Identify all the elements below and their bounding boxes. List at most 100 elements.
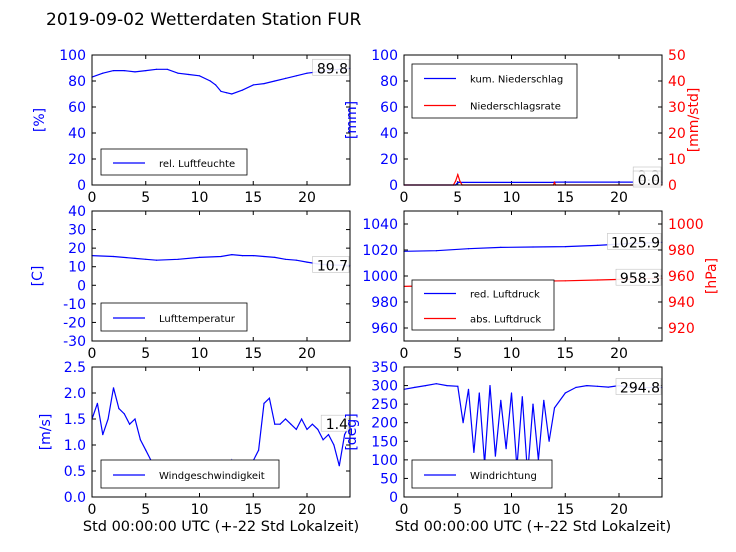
wind-direction-data-point — [478, 392, 480, 394]
precipitation-value-box — [632, 170, 662, 188]
temperature-data-point — [134, 257, 136, 259]
precipitation-ytick-label: 0 — [389, 178, 398, 194]
humidity-data-point — [252, 84, 254, 86]
humidity-xtick-label: 5 — [141, 190, 150, 206]
wind-speed-last-value-label: 1.4 — [326, 417, 348, 433]
wind-speed-ylabel: [m/s] — [38, 414, 54, 451]
temperature-xtick-label: 10 — [191, 346, 209, 362]
temperature-data-point — [231, 254, 233, 256]
precipitation-data-point — [553, 181, 556, 183]
wind-direction-data-point — [505, 448, 507, 450]
humidity-ytick-label: 100 — [59, 48, 86, 64]
wind-speed-data-point — [333, 444, 335, 446]
temperature-data-point — [155, 259, 158, 261]
humidity-data-point — [225, 92, 227, 94]
wind-direction-value-box — [615, 378, 662, 395]
wind-direction-xtick-label: 20 — [610, 502, 628, 518]
temperature-ylabel: [C] — [30, 266, 46, 287]
temperature-data-point — [198, 256, 201, 258]
wind-speed-ytick-label: 2.0 — [64, 386, 86, 402]
wind-speed-data-point — [96, 402, 98, 404]
precipitation-y2tick-label: 0 — [668, 178, 677, 194]
pressure-legend-label: abs. Luftdruck — [470, 315, 541, 326]
precipitation-data-point — [459, 180, 461, 182]
pressure-xtick-label: 0 — [400, 346, 409, 362]
wind-direction-ytick-label: 200 — [371, 416, 398, 432]
pressure-xtick-label: 15 — [556, 346, 574, 362]
wind-speed-data-point — [258, 449, 260, 451]
pressure-y2tick-label: 940 — [668, 295, 695, 311]
humidity-data-point — [306, 72, 308, 74]
humidity-xtick-label: 0 — [88, 190, 97, 206]
pressure-ytick-label: 1020 — [362, 243, 398, 259]
temperature-data-point — [306, 261, 308, 263]
humidity-ytick-label: 20 — [68, 152, 86, 168]
wind-direction-data-point — [564, 392, 566, 394]
temperature-xtick-label: 20 — [298, 346, 316, 362]
precipitation-y2tick-label: 50 — [668, 48, 686, 64]
pressure-data-point — [467, 248, 470, 250]
pressure-y2tick-label: 1000 — [668, 217, 704, 233]
temperature-data-point — [263, 255, 265, 258]
wind-direction-xlabel: Std 00:00:00 UTC (+-22 Std Lokalzeit) — [395, 519, 671, 535]
wind-speed-legend-box — [100, 459, 280, 489]
wind-speed-data-point — [327, 434, 330, 436]
wind-speed-ytick-label: 0.5 — [64, 464, 86, 480]
pressure-legend-label: red. Luftdruck — [470, 290, 540, 301]
temperature-data-point — [112, 255, 115, 258]
precipitation-xtick-label: 15 — [556, 190, 574, 206]
precipitation-legend-label: Niederschlagsrate — [470, 102, 561, 113]
wind-speed-data-point — [118, 408, 120, 410]
humidity-data-point — [209, 80, 211, 82]
wind-speed-xtick-label: 20 — [298, 502, 316, 518]
precipitation-xtick-label: 20 — [610, 190, 628, 206]
precipitation-plot-frame — [403, 54, 663, 186]
precipitation-ytick-label: 20 — [380, 152, 398, 168]
humidity-data-point — [155, 68, 158, 70]
wind-speed-value-box — [320, 414, 350, 432]
wind-speed-ytick-label: 2.5 — [64, 360, 86, 376]
humidity-data-point — [102, 72, 104, 74]
wind-direction-data-point — [473, 451, 475, 453]
temperature-plot-frame — [91, 210, 351, 342]
humidity-data-point — [241, 89, 244, 91]
pressure-data-point — [532, 246, 534, 248]
wind-direction-data-point — [462, 422, 464, 424]
wind-direction-data-point — [435, 383, 437, 385]
pressure-last-value-label: 1025.9 — [611, 235, 660, 251]
wind-direction-data-point — [607, 386, 609, 388]
pressure-ytick-label: 1040 — [362, 217, 398, 233]
wind-speed-data-point — [311, 423, 313, 425]
precipitation-y2label: [mm/std] — [686, 88, 702, 153]
pressure-value-box — [607, 233, 662, 250]
wind-speed-data-point — [112, 387, 115, 389]
temperature-ytick-label: -10 — [63, 297, 86, 313]
precipitation-y2tick-label: 20 — [668, 126, 686, 142]
wind-direction-data-point — [446, 385, 448, 387]
wind-direction-data-point — [553, 407, 556, 409]
pressure-ytick-label: 980 — [371, 295, 398, 311]
temperature-xtick-label: 0 — [88, 346, 97, 362]
wind-direction-ylabel: [deg] — [344, 413, 360, 450]
pressure-y2tick-label: 980 — [668, 243, 695, 259]
temperature-data-point — [177, 258, 179, 260]
humidity-data-point — [263, 83, 265, 85]
wind-direction-xtick-label: 5 — [453, 502, 462, 518]
pressure-y2tick-label: 920 — [668, 321, 695, 337]
temperature-data-point — [241, 255, 244, 257]
temperature-ytick-label: 20 — [68, 241, 86, 257]
wind-direction-data-point — [489, 385, 491, 387]
temperature-value-box — [312, 256, 350, 273]
humidity-data-point — [134, 71, 136, 73]
temperature-last-value-label: 10.7 — [317, 258, 348, 274]
wind-direction-data-point — [457, 385, 459, 387]
wind-direction-ytick-label: 350 — [371, 360, 398, 376]
temperature-data-point — [252, 255, 254, 257]
wind-speed-ytick-label: 0.0 — [64, 490, 86, 506]
wind-direction-data-point — [494, 455, 496, 457]
pressure-data-point — [596, 279, 599, 281]
humidity-series-line-1 — [91, 67, 351, 95]
wind-speed-legend-label: Windgeschwindigkeit — [159, 471, 265, 482]
precipitation-data-point — [457, 174, 459, 176]
